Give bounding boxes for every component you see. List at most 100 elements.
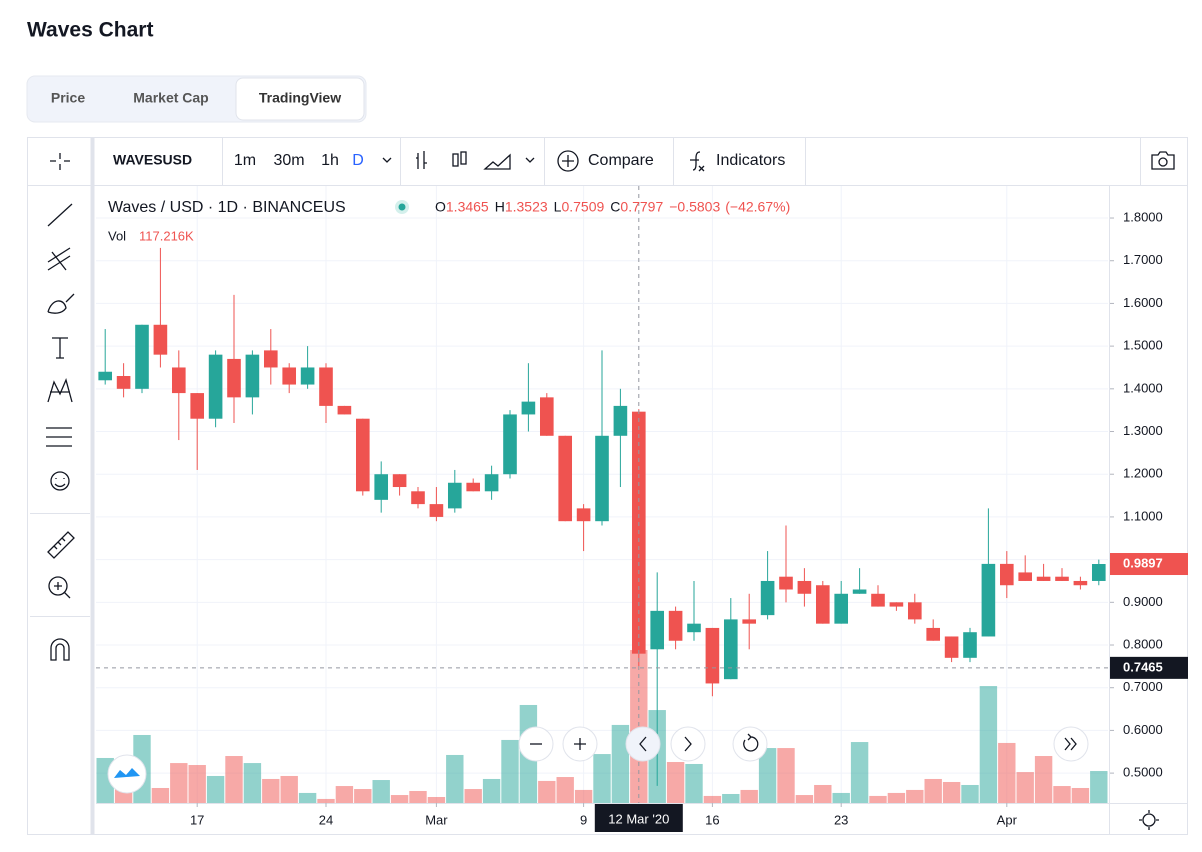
- x-tick-label: 17: [190, 812, 204, 827]
- volume-bar: [998, 742, 1016, 803]
- page-title: Waves Chart: [27, 19, 153, 42]
- y-tick-label: 1.2000: [1123, 466, 1163, 481]
- candle-body: [834, 593, 849, 624]
- candle-body: [668, 610, 683, 641]
- volume-bar: [758, 748, 777, 803]
- area-icon[interactable]: [483, 153, 511, 170]
- volume-bar: [722, 793, 740, 803]
- x-tick-label: 16: [705, 812, 719, 827]
- volume-bar: [574, 789, 593, 803]
- scroll-right[interactable]: [670, 726, 706, 762]
- candle-body: [392, 474, 407, 488]
- tab[interactable]: Market Cap: [133, 90, 208, 106]
- interval[interactable]: 30m: [273, 152, 304, 169]
- candle-body: [263, 350, 278, 368]
- candle-body: [705, 627, 720, 684]
- brush-tool[interactable]: [47, 293, 75, 314]
- volume-bar: [151, 787, 170, 803]
- candle-body: [116, 376, 131, 389]
- candle-body: [429, 504, 444, 517]
- volume-bar: [906, 789, 924, 803]
- crosshair-tool[interactable]: [50, 153, 70, 170]
- y-tick-label: 0.6000: [1123, 722, 1163, 737]
- volume-bar: [262, 778, 280, 803]
- candle-body: [1055, 576, 1069, 581]
- tab[interactable]: TradingView: [259, 90, 341, 106]
- x-tick-label: Mar: [425, 812, 448, 827]
- volume-bar: [887, 792, 906, 803]
- interval[interactable]: 1m: [234, 152, 256, 169]
- candle-body: [503, 414, 517, 475]
- scroll-left[interactable]: [625, 726, 661, 762]
- indicators-icon[interactable]: [690, 151, 705, 172]
- zoom-in-icon: [574, 738, 586, 750]
- screenshot-button[interactable]: [1151, 151, 1175, 170]
- candle-body: [319, 367, 333, 406]
- volume-bar: [427, 796, 446, 803]
- candle-body: [1036, 576, 1051, 581]
- interval[interactable]: D: [352, 152, 364, 169]
- chart-type-dropdown[interactable]: [525, 157, 535, 163]
- volume-bar: [666, 762, 685, 803]
- candle-body: [963, 632, 977, 658]
- candle-body: [374, 474, 389, 500]
- logo-icon: [114, 768, 140, 778]
- candle-body: [926, 627, 941, 641]
- x-tick-label: Apr: [997, 812, 1018, 827]
- volume-bar: [317, 798, 335, 803]
- volume-bar: [685, 763, 703, 803]
- volume-bar: [243, 763, 262, 803]
- candle-body: [595, 435, 609, 522]
- candle-body: [153, 324, 168, 355]
- candle-body: [282, 367, 297, 385]
- volume-label: Vol: [108, 228, 126, 243]
- candles-icon[interactable]: [452, 153, 459, 167]
- volume-bar: [777, 748, 795, 803]
- candle-body: [687, 623, 701, 633]
- compare-button[interactable]: Compare: [588, 152, 654, 169]
- candle-body: [245, 354, 260, 398]
- candle-body: [484, 474, 499, 492]
- icon-tool[interactable]: [50, 471, 70, 491]
- fib-tool[interactable]: [47, 247, 71, 271]
- volume-bar: [280, 775, 298, 803]
- text-tool[interactable]: [52, 337, 68, 359]
- legend-item: 0.7797: [620, 199, 663, 215]
- measure-tool[interactable]: [47, 531, 75, 559]
- plot: 0.50000.60000.70000.80000.90001.00001.10…: [96, 186, 1188, 832]
- x-tick-label: 9: [580, 812, 587, 827]
- interval[interactable]: 1h: [321, 152, 339, 169]
- zoom-tool[interactable]: [48, 576, 68, 596]
- settings-button[interactable]: [1142, 813, 1156, 827]
- candle-body: [208, 354, 223, 419]
- bars-icon[interactable]: [416, 151, 430, 169]
- volume-bar: [501, 739, 519, 803]
- prediction-tool[interactable]: [46, 427, 72, 447]
- pattern-tool[interactable]: [47, 378, 73, 403]
- candle-body: [227, 358, 241, 398]
- volume-bar: [869, 795, 887, 803]
- indicators-button[interactable]: Indicators: [716, 152, 785, 169]
- compare-icon[interactable]: [557, 150, 579, 172]
- candle-body: [650, 610, 665, 650]
- volume-bar: [482, 778, 501, 803]
- symbol[interactable]: WAVESUSD: [113, 152, 192, 168]
- x-tick-label: 24: [319, 812, 333, 827]
- candle-body: [889, 602, 904, 607]
- tab[interactable]: Price: [51, 90, 85, 106]
- magnet-tool[interactable]: [50, 638, 70, 661]
- volume-bar: [611, 724, 630, 803]
- volume-bar: [170, 763, 188, 803]
- reset-chart[interactable]: [732, 726, 768, 762]
- x-tick-label: 23: [834, 812, 848, 827]
- legend-item: L: [554, 199, 562, 215]
- candle-body: [135, 324, 149, 389]
- interval-dropdown[interactable]: [382, 157, 392, 163]
- candle-body: [190, 393, 205, 419]
- volume-bar: [354, 789, 372, 803]
- y-tick-label: 0.5000: [1123, 765, 1163, 780]
- trend-line-tool[interactable]: [47, 203, 73, 227]
- scroll-to-end[interactable]: [1053, 726, 1089, 762]
- volume-bar: [1071, 787, 1090, 803]
- volume-bar: [740, 789, 758, 803]
